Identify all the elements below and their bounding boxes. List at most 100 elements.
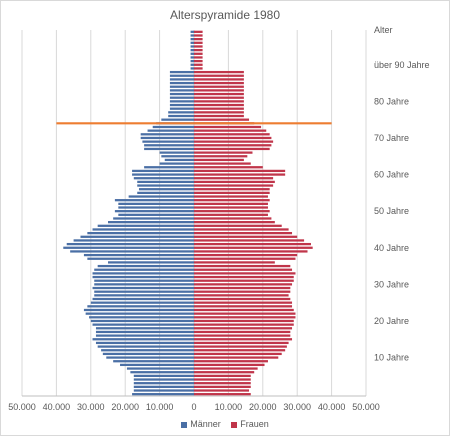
bar-maenner: [92, 272, 194, 275]
bar-frauen: [194, 162, 251, 165]
bar-maenner: [128, 195, 194, 198]
bar-frauen: [194, 147, 270, 151]
bars-maenner: [63, 30, 194, 396]
bar-frauen: [194, 118, 250, 121]
bar-frauen: [194, 235, 298, 238]
bar-frauen: [194, 129, 267, 132]
bar-maenner: [95, 330, 194, 334]
age-label: 60 Jahre: [374, 170, 409, 180]
bar-maenner: [118, 213, 194, 216]
bar-maenner: [113, 217, 194, 220]
bar-frauen: [194, 264, 291, 268]
x-tick-label: 30.000: [77, 402, 105, 412]
bar-maenner: [161, 155, 194, 158]
bar-frauen: [194, 136, 272, 140]
age-labels: Alter 10 Jahre 20 Jahre 30 Jahre 40 Jahre 50 …: [374, 25, 430, 363]
bar-maenner: [94, 283, 194, 286]
bar-frauen: [194, 206, 268, 209]
bar-frauen: [194, 389, 250, 392]
bar-frauen: [194, 301, 293, 304]
bar-frauen: [194, 246, 313, 249]
bar-maenner: [190, 67, 194, 70]
gridlines: [21, 30, 367, 397]
bar-maenner: [92, 228, 194, 231]
age-label: 80 Jahre: [374, 96, 409, 106]
bar-frauen: [194, 180, 275, 184]
bar-maenner: [169, 96, 194, 99]
bar-frauen: [194, 341, 289, 345]
bar-frauen: [194, 217, 272, 220]
bar-frauen: [194, 144, 272, 147]
bar-frauen: [194, 356, 279, 359]
bar-maenner: [90, 319, 194, 323]
bar-frauen: [194, 96, 244, 99]
bar-maenner: [152, 125, 194, 129]
legend-item-frauen: Frauen: [231, 419, 269, 429]
bar-frauen: [194, 56, 203, 59]
bar-maenner: [85, 312, 194, 315]
bar-frauen: [194, 312, 296, 315]
bar-maenner: [190, 56, 194, 59]
bar-frauen: [194, 224, 282, 227]
bar-maenner: [144, 166, 194, 169]
bar-frauen: [194, 81, 244, 85]
bar-maenner: [97, 345, 194, 348]
bar-maenner: [95, 334, 194, 337]
bar-maenner: [168, 111, 194, 114]
bar-frauen: [194, 70, 244, 74]
x-tick-label: 50.000: [8, 402, 36, 412]
bar-maenner: [89, 316, 194, 319]
bar-frauen: [194, 114, 244, 118]
x-tick-label: 50.000: [352, 402, 380, 412]
bar-maenner: [113, 360, 194, 363]
bar-maenner: [147, 129, 194, 132]
bar-frauen: [194, 30, 203, 33]
bar-frauen: [194, 45, 203, 48]
bar-maenner: [190, 34, 194, 37]
bar-frauen: [194, 279, 294, 282]
bar-maenner: [133, 385, 194, 388]
bar-maenner: [133, 382, 194, 385]
bar-frauen: [194, 334, 291, 337]
x-tick-label: 10.000: [215, 402, 243, 412]
bar-maenner: [133, 374, 194, 378]
bar-maenner: [87, 305, 194, 308]
bar-frauen: [194, 155, 248, 158]
bar-maenner: [97, 264, 194, 268]
bar-maenner: [97, 224, 194, 227]
bar-frauen: [194, 89, 244, 92]
bar-frauen: [194, 202, 268, 205]
bar-frauen: [194, 191, 270, 195]
bar-frauen: [194, 184, 274, 187]
bar-maenner: [159, 162, 194, 165]
bar-frauen: [194, 107, 244, 110]
bar-maenner: [190, 38, 194, 41]
bar-maenner: [144, 144, 194, 147]
x-tick-label: 40.000: [43, 402, 71, 412]
bar-frauen: [194, 228, 289, 231]
bar-frauen: [194, 151, 253, 154]
bar-maenner: [190, 52, 194, 55]
chart-title: Alterspyramide 1980: [169, 8, 281, 22]
bar-frauen: [194, 92, 244, 96]
bar-frauen: [194, 78, 244, 81]
bar-frauen: [194, 140, 274, 143]
x-axis-ticks: 50.000 40.000 30.000 20.000 10.000 0 10.000 20.…: [8, 402, 380, 412]
x-tick-label: 30.000: [283, 402, 311, 412]
bar-maenner: [190, 41, 194, 44]
bar-maenner: [94, 279, 194, 282]
bar-frauen: [194, 103, 244, 107]
bar-maenner: [108, 221, 194, 224]
legend: Männer Frauen: [0, 419, 450, 429]
bar-frauen: [194, 38, 203, 41]
bar-maenner: [132, 393, 194, 396]
bar-frauen: [194, 239, 305, 242]
bar-frauen: [194, 48, 203, 52]
bar-maenner: [169, 78, 194, 81]
bar-maenner: [169, 103, 194, 107]
bar-frauen: [194, 352, 282, 356]
bar-maenner: [140, 133, 194, 136]
bar-frauen: [194, 221, 275, 224]
bar-frauen: [194, 349, 286, 352]
bar-frauen: [194, 382, 251, 385]
